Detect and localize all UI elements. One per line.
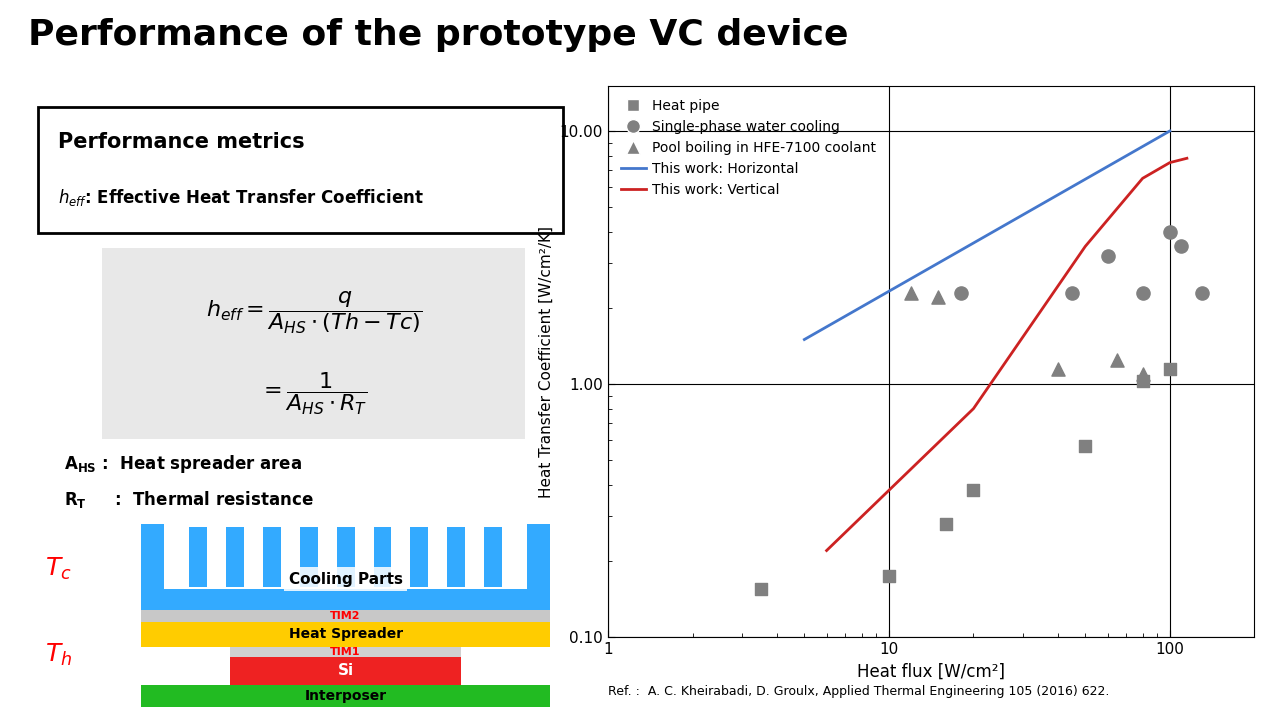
Text: Ref. :  A. C. Kheirabadi, D. Groulx, Applied Thermal Engineering 105 (2016) 622.: Ref. : A. C. Kheirabadi, D. Groulx, Appl… xyxy=(608,685,1110,698)
Bar xyxy=(230,647,461,657)
Bar xyxy=(484,527,502,588)
Text: $\mathbf{\mathit{h}}_{eff} = \dfrac{q}{A_{HS}\cdot(Th-Tc)}$: $\mathbf{\mathit{h}}_{eff} = \dfrac{q}{A… xyxy=(206,290,421,336)
Bar xyxy=(411,527,429,588)
Bar xyxy=(141,610,550,621)
Text: $\mathbf{R_T}$     :  Thermal resistance: $\mathbf{R_T}$ : Thermal resistance xyxy=(64,488,314,510)
Text: Heat Spreader: Heat Spreader xyxy=(288,627,403,641)
Point xyxy=(901,287,922,298)
Text: $\mathit{T}_c$: $\mathit{T}_c$ xyxy=(45,557,72,582)
Text: $\mathit{h}_{eff}$: Effective Heat Transfer Coefficient: $\mathit{h}_{eff}$: Effective Heat Trans… xyxy=(58,187,424,208)
Point xyxy=(1107,354,1128,365)
Point xyxy=(1133,287,1153,298)
Bar xyxy=(141,685,550,707)
Point xyxy=(1097,251,1117,262)
Bar xyxy=(374,527,392,588)
Bar xyxy=(102,248,525,438)
Text: TIM2: TIM2 xyxy=(330,611,361,621)
Point xyxy=(1133,368,1153,379)
Y-axis label: Heat Transfer Coefficient [W/cm²/K]: Heat Transfer Coefficient [W/cm²/K] xyxy=(539,226,554,498)
Point xyxy=(750,583,771,595)
Bar xyxy=(230,657,461,685)
Point xyxy=(1133,375,1153,387)
Bar xyxy=(227,527,244,588)
Point xyxy=(1160,363,1180,374)
Point xyxy=(964,485,984,496)
Point xyxy=(1075,440,1096,451)
Text: Performance of the prototype VC device: Performance of the prototype VC device xyxy=(28,18,849,52)
Point xyxy=(950,287,970,298)
Text: Performance metrics: Performance metrics xyxy=(58,132,305,153)
Point xyxy=(878,570,899,582)
X-axis label: Heat flux [W/cm²]: Heat flux [W/cm²] xyxy=(858,662,1005,680)
Bar xyxy=(527,524,550,590)
Bar xyxy=(300,527,317,588)
Point xyxy=(928,292,948,303)
Bar xyxy=(141,621,550,647)
Text: $= \dfrac{1}{A_{HS}\cdot R_T}$: $= \dfrac{1}{A_{HS}\cdot R_T}$ xyxy=(260,370,367,417)
Point xyxy=(1192,287,1212,298)
Text: Cooling Parts: Cooling Parts xyxy=(288,572,403,587)
Bar xyxy=(141,524,164,590)
Bar xyxy=(447,527,465,588)
Point xyxy=(1160,226,1180,238)
Bar xyxy=(337,527,355,588)
Text: $\mathit{T}_h$: $\mathit{T}_h$ xyxy=(45,642,72,668)
Point xyxy=(1171,240,1192,252)
Bar xyxy=(189,527,207,588)
Text: Interposer: Interposer xyxy=(305,689,387,703)
Bar xyxy=(141,590,550,610)
Bar xyxy=(38,107,563,233)
Point xyxy=(1062,287,1083,298)
Point xyxy=(936,518,956,530)
Text: $\mathbf{A_{HS}}$ :  Heat spreader area: $\mathbf{A_{HS}}$ : Heat spreader area xyxy=(64,453,302,475)
Legend: Heat pipe, Single-phase water cooling, Pool boiling in HFE-7100 coolant, This wo: Heat pipe, Single-phase water cooling, P… xyxy=(614,94,882,202)
Point xyxy=(1048,363,1069,374)
Text: TIM1: TIM1 xyxy=(330,647,361,657)
Bar xyxy=(262,527,280,588)
Text: Si: Si xyxy=(338,663,353,678)
